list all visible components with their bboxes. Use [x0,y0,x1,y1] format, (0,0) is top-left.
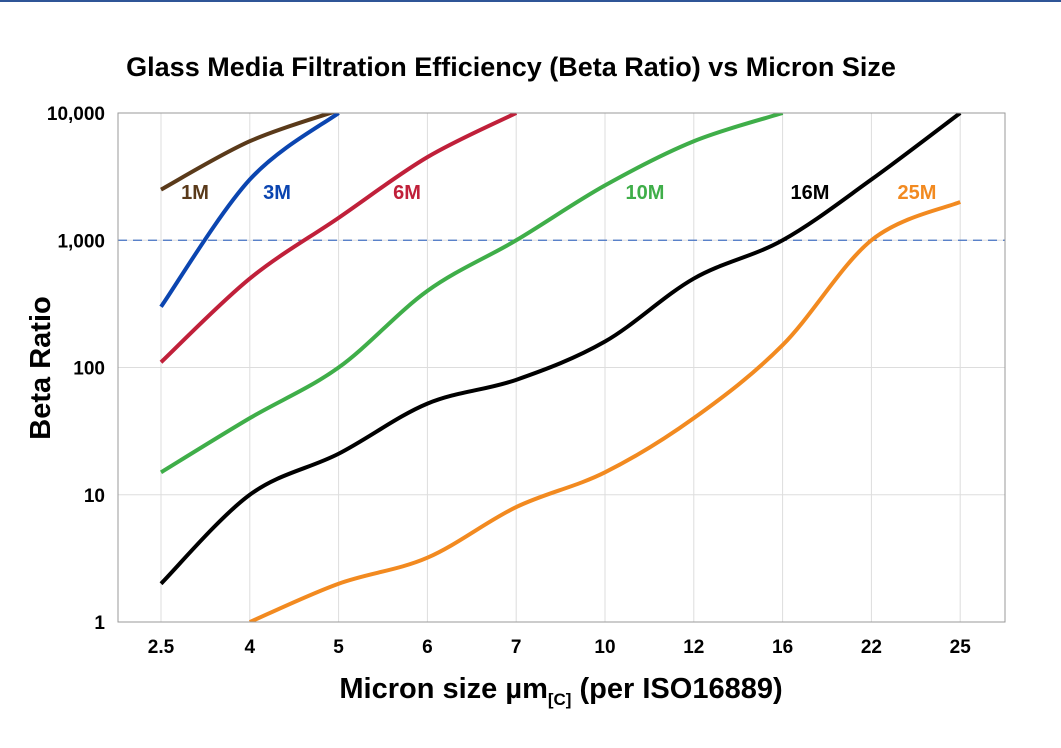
grid [118,112,1005,623]
series-label-1M: 1M [181,182,209,204]
y-tick-label: 10 [84,486,105,507]
y-tick-labels: 1 10 100 1,000 10,000 [47,104,106,634]
x-axis-label-tail: (per ISO16889) [571,673,782,705]
x-tick-label: 7 [511,637,522,658]
x-tick-label: 22 [861,637,882,658]
x-tick-label: 12 [683,637,704,658]
series-labels: 1M 3M 6M 10M 16M 25M [181,182,936,204]
series-line-3M [159,113,340,308]
series-label-25M: 25M [898,182,937,204]
x-tick-label: 25 [950,637,972,658]
top-border [0,0,1061,2]
x-tick-label: 16 [772,637,793,658]
x-tick-label: 5 [333,637,344,658]
series-line-6M [159,113,518,364]
x-tick-label: 2.5 [148,637,175,658]
series-line-16M [159,113,962,586]
series-line-25M [249,200,961,622]
x-axis-label: Micron size µm[C] (per ISO16889) [339,673,782,709]
x-axis-label-subscript: [C] [548,690,572,709]
series-label-16M: 16M [791,182,830,204]
series-label-6M: 6M [393,182,421,204]
series-line-1M [160,113,337,192]
chart-title: Glass Media Filtration Efficiency (Beta … [126,52,896,82]
y-tick-label: 10,000 [47,104,105,125]
x-axis-label-main: Micron size µm [339,673,547,705]
series-label-10M: 10M [626,182,665,204]
plot-frame [117,112,1006,623]
y-tick-label: 100 [73,359,105,380]
y-tick-label: 1 [94,613,105,634]
series-label-3M: 3M [263,182,291,204]
series-lines [159,113,962,622]
series-line-10M [159,113,784,475]
x-tick-label: 10 [594,637,615,658]
x-tick-labels: 2.5 4 5 6 7 10 12 16 22 25 [148,637,971,658]
x-tick-label: 4 [245,637,256,658]
y-axis-label: Beta Ratio [25,296,57,439]
x-tick-label: 6 [422,637,433,658]
y-tick-label: 1,000 [57,231,105,252]
